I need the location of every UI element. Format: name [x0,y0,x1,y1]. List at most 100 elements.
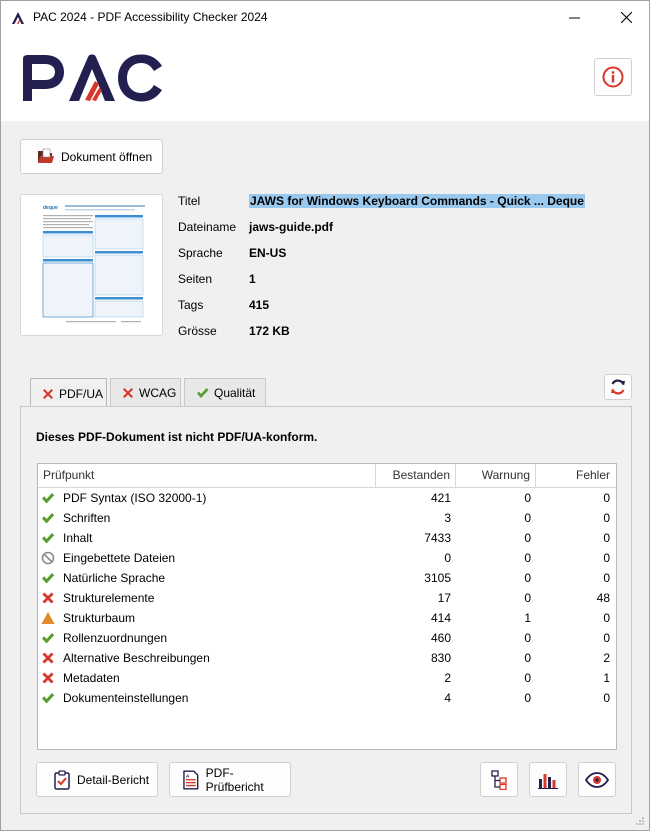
open-document-button[interactable]: Dokument öffnen [20,139,163,174]
checkpoint-name: Rollenzuordnungen [63,631,168,645]
pass-check-icon [42,573,55,584]
tab-label: PDF/UA [59,386,104,401]
table-row[interactable]: Rollenzuordnungen 460 0 0 [38,628,616,648]
checkpoint-name: Schriften [63,511,111,525]
fail-cross-icon [42,592,54,604]
pass-check-icon [42,633,55,644]
table-row[interactable]: Natürliche Sprache 3105 0 0 [38,568,616,588]
pac-app-icon [12,12,24,24]
passed-count: 2 [444,671,451,685]
conformance-message: Dieses PDF-Dokument ist nicht PDF/UA-kon… [36,430,318,444]
document-title-value[interactable]: JAWS for Windows Keyboard Commands - Qui… [249,194,585,208]
tab-quality[interactable]: Qualität [184,378,266,407]
open-document-label: Dokument öffnen [61,149,153,164]
error-count: 0 [603,571,610,585]
property-label: Tags [178,298,204,312]
recheck-button[interactable] [604,374,632,400]
table-header: Prüfpunkt Bestanden Warnung Fehler [38,464,616,488]
error-count: 48 [596,591,610,605]
not-applicable-icon [41,551,55,565]
tab-wcag[interactable]: WCAG [110,378,181,407]
folder-open-icon [38,148,54,163]
column-header-errors[interactable]: Fehler [575,468,610,482]
pass-check-icon [42,693,55,704]
passed-count: 4 [444,691,451,705]
pass-check-icon [42,493,55,504]
size-value[interactable]: 172 KB [249,324,290,338]
checkpoint-name: Natürliche Sprache [63,571,166,585]
table-row[interactable]: Metadaten 2 0 1 [38,668,616,688]
clipboard-check-icon [54,769,70,790]
passed-count: 0 [444,551,451,565]
error-count: 0 [603,551,610,565]
checkpoint-name: Eingebettete Dateien [63,551,176,565]
checkpoint-table: Prüfpunkt Bestanden Warnung Fehler PDF S… [37,463,617,750]
property-label: Seiten [178,272,213,286]
table-row[interactable]: Eingebettete Dateien 0 0 0 [38,548,616,568]
tab-pdfua[interactable]: PDF/UA [30,378,107,408]
table-row[interactable]: PDF Syntax (ISO 32000-1) 421 0 0 [38,488,616,508]
app-header [1,34,649,121]
warning-count: 0 [524,511,531,525]
warning-count: 0 [524,571,531,585]
passed-count: 460 [430,631,451,645]
fail-cross-icon [43,388,53,399]
fail-cross-icon [42,672,54,684]
pdf-report-label: PDF-Prüfbericht [205,765,264,794]
minimize-icon [568,17,580,19]
warning-count: 0 [524,631,531,645]
svg-text:deque: deque [43,205,58,211]
passed-count: 421 [430,491,451,505]
column-header-checkpoint[interactable]: Prüfpunkt [38,464,376,487]
warning-count: 0 [524,551,531,565]
passed-count: 7433 [424,531,451,545]
checkpoint-name: Dokumenteinstellungen [63,691,189,705]
pdf-report-button[interactable]: A PDF-Prüfbericht [169,762,291,797]
checkpoint-name: Strukturelemente [63,591,155,605]
filename-value[interactable]: jaws-guide.pdf [249,220,333,234]
warning-count: 1 [524,611,531,625]
screen-reader-preview-button[interactable] [578,762,616,797]
structure-tree-button[interactable] [480,762,518,797]
property-label: Sprache [178,246,223,260]
error-count: 2 [603,651,610,665]
results-panel: Dieses PDF-Dokument ist nicht PDF/UA-kon… [20,406,632,814]
minimize-button[interactable] [551,1,597,34]
language-value[interactable]: EN-US [249,246,287,260]
property-label: Grösse [178,324,217,338]
table-row[interactable]: Schriften 3 0 0 [38,508,616,528]
passed-count: 414 [430,611,451,625]
statistics-button[interactable] [529,762,567,797]
structure-tree-icon [491,769,507,790]
tab-label: WCAG [139,386,177,400]
error-count: 0 [603,611,610,625]
pages-value[interactable]: 1 [249,272,256,286]
error-count: 0 [603,631,610,645]
error-count: 0 [603,511,610,525]
pass-check-icon [42,533,55,544]
title-bar: PAC 2024 - PDF Accessibility Checker 202… [1,1,649,34]
pdf-report-icon: A [183,769,199,790]
column-header-warnings[interactable]: Warnung [456,464,536,487]
detail-report-label: Detail-Bericht [77,772,150,787]
refresh-icon [611,379,625,395]
column-header-passed[interactable]: Bestanden [376,464,456,487]
info-button[interactable] [594,58,632,96]
table-row[interactable]: Inhalt 7433 0 0 [38,528,616,548]
tags-value[interactable]: 415 [249,298,270,312]
table-row[interactable]: Strukturelemente 17 0 48 [38,588,616,608]
detail-report-button[interactable]: Detail-Bericht [36,762,158,797]
table-row[interactable]: Alternative Beschreibungen 830 0 2 [38,648,616,668]
warning-count: 0 [524,651,531,665]
info-icon [602,66,624,88]
table-row[interactable]: Dokumenteinstellungen 4 0 0 [38,688,616,708]
fail-cross-icon [123,388,133,398]
document-thumbnail[interactable]: deque [20,194,163,336]
close-button[interactable] [603,1,649,34]
error-count: 1 [603,671,610,685]
table-row[interactable]: Strukturbaum 414 1 0 [38,608,616,628]
resize-grip-icon[interactable] [635,816,645,826]
tab-label: Qualität [214,386,256,400]
error-count: 0 [603,691,610,705]
fail-cross-icon [42,652,54,664]
